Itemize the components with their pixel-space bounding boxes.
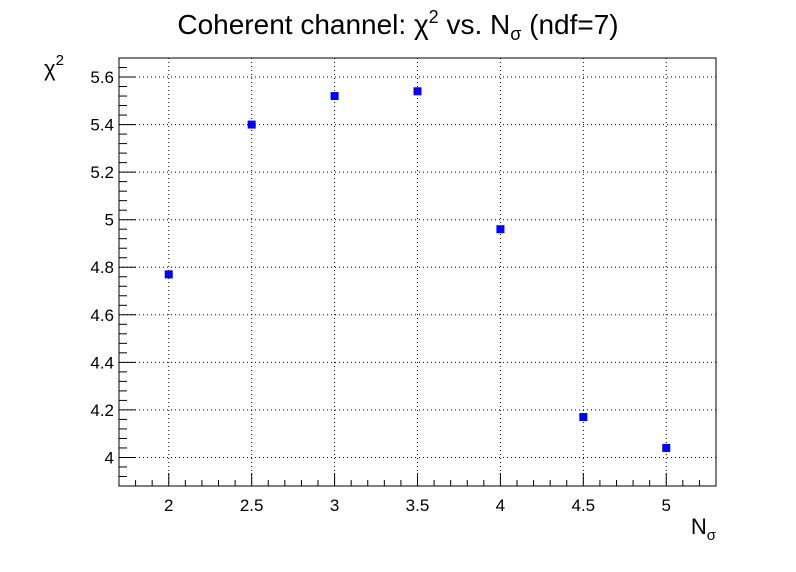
x-tick-label: 3.5 [406, 496, 430, 515]
y-tick-labels: 4 4.2 4.4 4.6 4.8 5 5.2 5.4 5.6 [90, 68, 114, 467]
y-tick-label: 4.2 [90, 401, 114, 420]
data-point [247, 120, 256, 129]
data-points [164, 87, 671, 452]
axis-ticks [118, 57, 717, 487]
y-tick-label: 4.6 [90, 306, 114, 325]
x-axis-title: Nσ [691, 514, 717, 544]
data-point [496, 225, 505, 234]
y-tick-label: 4.4 [90, 353, 114, 372]
y-tick-label: 5 [105, 211, 114, 230]
x-tick-label: 2.5 [240, 496, 264, 515]
data-point [164, 270, 173, 279]
y-axis-title: χ2 [44, 52, 64, 81]
data-point [330, 92, 339, 101]
y-tick-label: 4.8 [90, 258, 114, 277]
data-point [662, 443, 671, 452]
x-tick-label: 2 [164, 496, 173, 515]
y-tick-label: 5.6 [90, 68, 114, 87]
x-tick-label: 3 [330, 496, 339, 515]
data-point [413, 87, 422, 96]
x-tick-labels: 2 2.5 3 3.5 4 4.5 5 [164, 496, 671, 515]
data-point [579, 413, 588, 422]
x-tick-label: 4 [496, 496, 505, 515]
grid-lines [119, 58, 716, 486]
y-tick-label: 5.4 [90, 116, 114, 135]
chart-title: Coherent channel: χ2 vs. Nσ (ndf=7) [177, 7, 618, 44]
y-tick-label: 5.2 [90, 163, 114, 182]
y-tick-label: 4 [105, 448, 114, 467]
x-tick-label: 4.5 [572, 496, 596, 515]
x-tick-label: 5 [662, 496, 671, 515]
